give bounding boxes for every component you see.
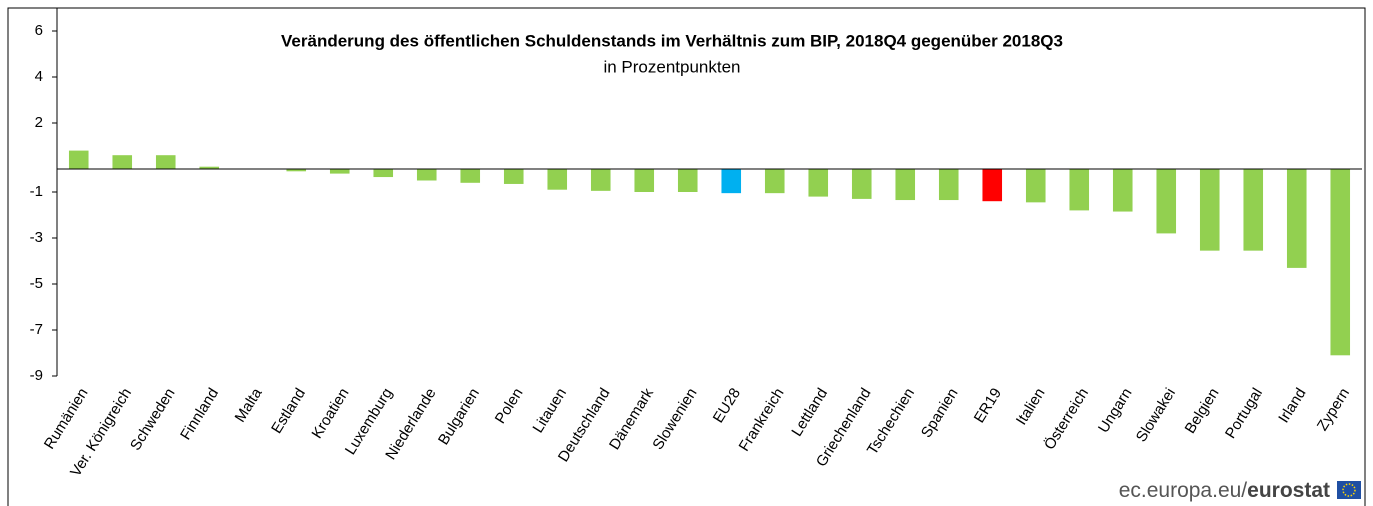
- bar: [503, 169, 524, 184]
- bar: [808, 169, 829, 197]
- x-tick-label: Belgien: [1182, 385, 1223, 436]
- x-tick-label: Litauen: [530, 385, 570, 436]
- bar: [938, 169, 959, 201]
- x-tick-label: Malta: [232, 385, 266, 426]
- bar: [851, 169, 872, 199]
- bar: [547, 169, 568, 190]
- source-prefix: ec.europa.eu/: [1119, 479, 1248, 502]
- chart-title: Veränderung des öffentlichen Schuldensta…: [281, 31, 1063, 50]
- x-tick-label: Zypern: [1314, 385, 1353, 434]
- bar: [416, 169, 437, 181]
- bar: [1025, 169, 1046, 203]
- bar: [1243, 169, 1264, 251]
- y-tick-label: 6: [35, 22, 43, 39]
- bar: [1112, 169, 1133, 212]
- bar: [1286, 169, 1307, 268]
- bar: [764, 169, 785, 194]
- bar: [1330, 169, 1351, 356]
- bar: [286, 169, 307, 172]
- bar: [373, 169, 394, 178]
- x-tick-label: Schweden: [127, 385, 179, 453]
- x-tick-label: Slowenien: [649, 385, 700, 453]
- bar: [199, 166, 220, 169]
- x-tick-label: Slowakei: [1133, 385, 1179, 445]
- x-tick-label: Estland: [268, 385, 309, 436]
- x-tick-label: EU28: [710, 385, 744, 426]
- bar: [982, 169, 1003, 202]
- bar: [155, 155, 176, 169]
- bar: [590, 169, 611, 191]
- y-tick-label: -5: [30, 275, 43, 292]
- y-tick-label: -1: [30, 183, 43, 200]
- bar: [677, 169, 698, 192]
- bar: [634, 169, 655, 192]
- x-tick-label: Finnland: [177, 385, 222, 443]
- bar: [1199, 169, 1220, 251]
- bar: [112, 155, 133, 169]
- x-tick-label: Polen: [492, 385, 527, 427]
- x-tick-label: Lettland: [788, 385, 831, 439]
- source: ec.europa.eu/eurostat: [1119, 479, 1330, 502]
- x-tick-label: Frankreich: [736, 385, 788, 454]
- x-tick-label: Portugal: [1222, 385, 1266, 441]
- bar: [68, 150, 89, 169]
- x-tick-label: Irland: [1275, 385, 1309, 426]
- x-tick-label: ER19: [971, 385, 1005, 426]
- bar: [895, 169, 916, 201]
- x-tick-label: Italien: [1013, 385, 1049, 428]
- bar: [460, 169, 481, 183]
- x-tick-label: Bulgarien: [435, 385, 483, 448]
- x-tick-label: Spanien: [918, 385, 962, 441]
- source-brand: eurostat: [1247, 479, 1330, 502]
- x-tick-label: Ungarn: [1095, 385, 1135, 436]
- bar: [1156, 169, 1177, 234]
- y-tick-label: 2: [35, 114, 43, 131]
- bar: [329, 169, 350, 174]
- eu-flag: [1337, 481, 1361, 499]
- bar: [1069, 169, 1090, 211]
- y-tick-label: -7: [30, 321, 43, 338]
- frame: [7, 7, 1366, 506]
- y-tick-label: -3: [30, 229, 43, 246]
- chart-subtitle: in Prozentpunkten: [603, 57, 740, 76]
- bar: [721, 169, 742, 194]
- y-tick-label: 4: [35, 68, 43, 85]
- y-tick-label: -9: [30, 367, 43, 384]
- x-tick-label: Kroatien: [308, 385, 352, 441]
